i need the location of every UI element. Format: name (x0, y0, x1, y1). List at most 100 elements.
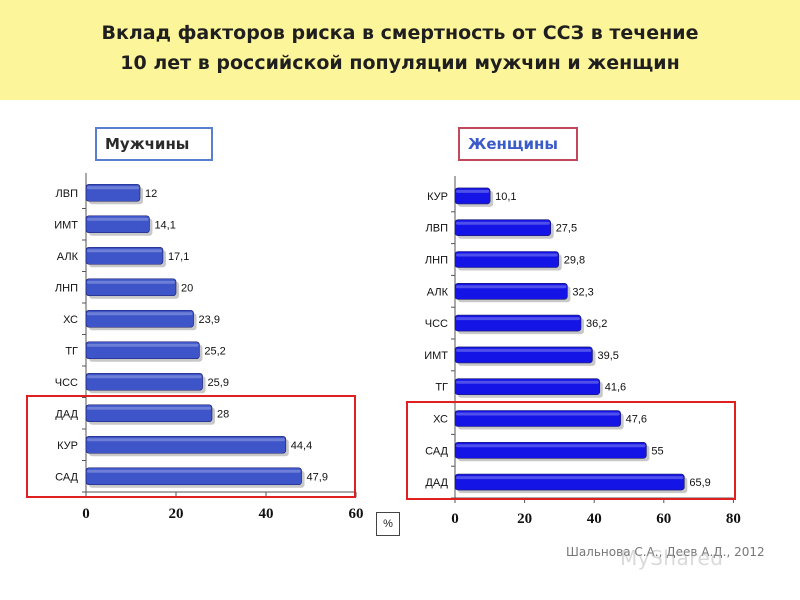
men-value-label: 47,9 (307, 471, 328, 483)
men-category-label: ЧСС (55, 377, 78, 389)
women-value-label: 55 (651, 445, 663, 457)
men-x-tick-label: 0 (82, 506, 90, 522)
women-bar-highlight (456, 221, 550, 225)
women-x-tick-label: 60 (656, 511, 671, 527)
women-bar (454, 251, 560, 268)
women-category-label: АЛК (427, 286, 449, 298)
women-bar (454, 346, 593, 364)
women-bar (454, 410, 621, 427)
women-bar-highlight (456, 348, 592, 352)
women-bar (454, 378, 601, 396)
women-bar-highlight (456, 444, 646, 448)
men-bar (85, 435, 287, 454)
men-bar (85, 278, 177, 297)
women-x-tick-label: 80 (726, 511, 741, 527)
women-bar (454, 314, 582, 332)
women-category-label: ЧСС (425, 318, 448, 330)
women-value-label: 32,3 (572, 286, 593, 298)
men-category-label: ЛНП (55, 282, 78, 294)
women-highlight-box (406, 401, 736, 500)
women-chart-title: Женщины (458, 127, 578, 161)
women-value-label: 41,6 (605, 382, 626, 394)
men-bar (85, 372, 203, 391)
women-x-tick-label: 40 (587, 511, 602, 527)
men-value-label: 28 (217, 408, 229, 420)
women-value-label: 27,5 (556, 223, 577, 235)
men-value-label: 44,4 (291, 440, 312, 452)
men-bar (85, 183, 141, 202)
women-value-label: 47,6 (626, 414, 647, 426)
women-bar-highlight (456, 412, 620, 416)
men-bar (85, 404, 213, 423)
women-bar (454, 473, 685, 491)
women-bar-highlight (456, 476, 684, 480)
men-category-label: ДАД (55, 408, 78, 420)
men-bar-highlight (87, 186, 139, 190)
men-bar-highlight (87, 280, 175, 284)
men-category-label: ТГ (65, 345, 78, 357)
women-category-label: ХС (433, 414, 448, 426)
women-category-label: ИМТ (424, 350, 448, 362)
men-value-label: 25,9 (208, 377, 229, 389)
men-bar (85, 467, 302, 486)
women-value-label: 39,5 (597, 350, 618, 362)
men-x-tick-label: 60 (349, 506, 364, 522)
women-bar-highlight (456, 189, 490, 193)
women-value-label: 36,2 (586, 318, 607, 330)
title-line-2: 10 лет в российской популяции мужчин и ж… (120, 52, 680, 74)
men-bar-highlight (87, 375, 202, 379)
women-bar-highlight (456, 253, 558, 257)
source-citation: Шальнова С.А., Деев А.Д., 2012 (566, 545, 765, 559)
men-bar-highlight (87, 343, 199, 347)
men-category-label: ИМТ (54, 219, 78, 231)
women-bar (454, 282, 568, 300)
men-bar (85, 246, 164, 265)
men-bar (85, 215, 150, 234)
women-bar-highlight (456, 285, 567, 289)
women-value-label: 29,8 (564, 255, 585, 267)
men-bar-highlight (87, 469, 301, 473)
men-bar (85, 309, 194, 328)
men-value-label: 20 (181, 282, 193, 294)
women-bar (454, 219, 551, 236)
men-bar-highlight (87, 406, 211, 410)
men-bar (85, 341, 200, 360)
men-bar-highlight (87, 312, 193, 316)
men-category-label: КУР (57, 440, 78, 452)
men-chart-title: Мужчины (95, 127, 213, 161)
men-highlight-box (26, 395, 356, 498)
women-category-label: ЛНП (425, 255, 448, 267)
women-value-label: 10,1 (495, 191, 516, 203)
title-band (0, 0, 800, 100)
women-category-label: ДАД (425, 477, 448, 489)
women-category-label: ЛВП (426, 223, 449, 235)
women-x-tick-label: 0 (451, 511, 459, 527)
women-bar-highlight (456, 380, 599, 384)
women-category-label: САД (425, 445, 448, 457)
men-bar-highlight (87, 249, 162, 253)
men-value-label: 14,1 (154, 219, 175, 231)
women-x-tick-label: 20 (517, 511, 532, 527)
women-category-label: ТГ (435, 382, 448, 394)
men-value-label: 17,1 (168, 251, 189, 263)
women-category-label: КУР (427, 191, 448, 203)
page-title: Вклад факторов риска в смертность от ССЗ… (20, 18, 780, 78)
women-bar (454, 187, 491, 205)
men-category-label: ЛВП (56, 188, 79, 200)
women-bar-highlight (456, 317, 580, 321)
men-x-tick-label: 40 (259, 506, 274, 522)
men-bar-highlight (87, 217, 149, 221)
men-category-label: АЛК (57, 251, 79, 263)
men-value-label: 25,2 (204, 345, 225, 357)
men-bar-highlight (87, 438, 285, 442)
women-bar (454, 441, 647, 459)
title-line-1: Вклад факторов риска в смертность от ССЗ… (101, 22, 699, 44)
men-category-label: САД (55, 471, 78, 483)
men-value-label: 23,9 (199, 314, 220, 326)
women-value-label: 65,9 (689, 477, 710, 489)
unit-label: % (376, 512, 400, 536)
watermark-logo: MyShared (620, 546, 724, 570)
men-category-label: ХС (63, 314, 78, 326)
men-value-label: 12 (145, 188, 157, 200)
